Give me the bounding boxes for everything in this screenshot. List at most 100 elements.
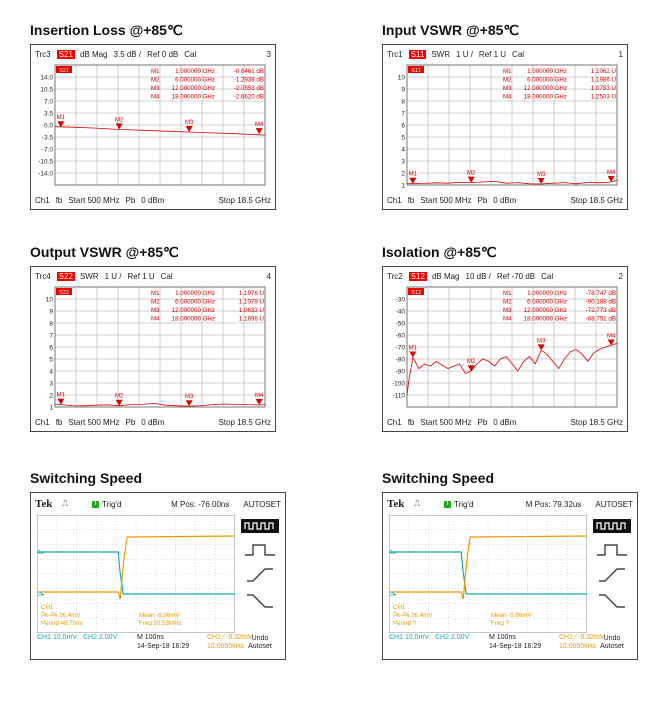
single-pulse-icon	[245, 544, 275, 556]
footer-stop: Stop 18.5 GHz	[570, 418, 623, 427]
marker-triangle	[57, 121, 65, 128]
y-tick-label: -7.0	[42, 147, 54, 154]
marker-readout-value: 1.2503 U	[591, 94, 616, 101]
trace-line	[54, 126, 266, 136]
marker-readout-freq: 12.000000 GHz	[172, 307, 215, 314]
status-date: 14-Sep-18 16:29	[489, 643, 542, 650]
y-tick-label: 14.0	[40, 75, 53, 82]
y-tick-label: -14.0	[38, 171, 53, 178]
marker-triangle	[57, 398, 65, 405]
marker-triangle	[115, 399, 123, 406]
m-pos: M Pos: -76.00ns	[171, 499, 230, 509]
marker-readout-name: M2	[503, 299, 512, 306]
y-tick-label: 9	[49, 309, 53, 316]
multi-pulse-wave	[244, 522, 274, 530]
m-pos: M Pos: 79.32us	[525, 499, 582, 509]
format-label: SWR	[79, 271, 99, 281]
trigger-icon: T	[91, 500, 99, 508]
status-trig-level: CH1 ∕ -6.32mV	[207, 634, 253, 641]
status-timebase: M 100ns	[489, 634, 516, 641]
pulse-icon: ⎍	[62, 499, 68, 508]
y-tick-label: 1	[49, 405, 53, 412]
y-tick-label: 3.5	[44, 111, 53, 118]
marker-readout-freq: 1.000000 GHz	[527, 290, 567, 297]
vna-chart: 14.0 10.5 7.0 3.5 0.0 -3.5 -7.0 -10.5 -14.0 M1 M1 1…	[38, 64, 266, 186]
ch2-trace	[389, 551, 587, 595]
channel-number: 1	[618, 49, 623, 59]
y-tick-label: 10	[398, 75, 406, 82]
pulse-icon: ⎍	[414, 499, 420, 508]
footer-dbm: 0 dBm	[493, 196, 517, 205]
marker-readout-freq: 12.000000 GHz	[524, 307, 567, 314]
y-tick-label: 6	[401, 123, 405, 130]
y-tick-label: 6	[49, 345, 53, 352]
marker-triangle	[255, 128, 263, 135]
scope-top-bar: Tek ⎍ T Trig'd M Pos: 79.32us AUTOSET	[387, 497, 633, 511]
input-vswr-panel: Trc1 S11 SWR 1 U / Ref 1 U Cal 1 Ch1 fb Start 500…	[382, 44, 628, 210]
ch1-trace	[389, 535, 587, 600]
param-chip: S22	[56, 271, 75, 281]
rising-edge-icon	[247, 568, 273, 582]
marker-readout-freq: 6.000000 GHz	[527, 77, 567, 84]
scope-top-bar: Tek ⎍ T Trig'd M Pos: -76.00ns AUTOSET	[35, 497, 281, 511]
marker-triangle	[607, 175, 615, 182]
vna-footer: Ch1 fb Start 500 MHz Pb 0 dBm Stop 18.5 GHz	[35, 417, 271, 428]
marker-triangle	[467, 365, 475, 372]
undo-label: Undo	[603, 635, 621, 642]
marker-triangle	[185, 126, 193, 133]
vna-footer: Ch1 fb Start 500 MHz Pb 0 dBm Stop 18.5 GHz	[35, 195, 271, 206]
status-ch1-scale: CH1 10.0mV	[37, 634, 78, 641]
footer-left: Ch1 fb Start 500 MHz Pb 0 dBm	[35, 418, 170, 427]
brand-logo: Tek	[35, 498, 53, 510]
marker-label: M3	[537, 338, 546, 344]
channel-number: 4	[266, 271, 271, 281]
marker-triangle	[115, 123, 123, 130]
undo-autoset-button[interactable]: Undo Autoset	[591, 635, 633, 651]
marker-readout-name: M4	[503, 316, 512, 323]
marker-readout-value: -2.0553 dB	[234, 85, 264, 92]
scale-label: 3.5 dB /	[113, 49, 142, 59]
trace-chip-label: S12	[411, 290, 421, 296]
y-tick-label: 8	[49, 321, 53, 328]
footer-pb: Pb	[477, 196, 488, 205]
marker-label: M1	[57, 393, 66, 399]
marker-readout-value: -0.6461 dB	[234, 68, 264, 75]
trigger-status: T Trig'd	[443, 500, 473, 509]
marker-triangle	[607, 339, 615, 346]
ref-label: Ref 1 U	[127, 271, 155, 281]
channel-number: 2	[618, 271, 623, 281]
y-tick-label: 3	[401, 159, 405, 166]
marker-readout-name: M2	[151, 299, 160, 306]
marker-triangle	[185, 400, 193, 407]
marker-readout-name: M4	[503, 94, 512, 101]
vna-header: Trc1 S11 SWR 1 U / Ref 1 U Cal 1	[387, 48, 623, 60]
trace-chip	[408, 288, 424, 295]
ch1-marker: 1▸	[38, 550, 44, 556]
footer-start: Start 500 MHz	[68, 196, 120, 205]
footer-fb: fb	[55, 196, 63, 205]
marker-readout-name: M3	[151, 307, 160, 314]
status-date: 14-Sep-18 16:29	[137, 643, 190, 650]
switching-speed-title-2: Switching Speed	[382, 470, 495, 486]
ch2-marker: 2▸	[390, 592, 396, 598]
trace-line	[406, 179, 618, 185]
marker-label: M2	[115, 394, 124, 400]
param-chip: S21	[56, 49, 75, 59]
undo-autoset-button[interactable]: Undo Autoset	[239, 635, 281, 651]
trigger-icon: T	[443, 500, 451, 508]
ref-label: Ref 1 U	[478, 49, 507, 59]
marker-triangle	[255, 398, 263, 405]
measurement-pk-pk: Pk-Pk 26.4mV	[393, 612, 433, 619]
y-tick-label: -10.5	[38, 159, 53, 166]
marker-readout-name: M2	[503, 77, 512, 84]
marker-readout-value: 1.1079 U	[239, 299, 264, 306]
param-chip: S11	[408, 49, 427, 59]
measurement-freq: Freq 20.53MHz	[139, 620, 182, 627]
footer-fb: fb	[55, 418, 63, 427]
insertion-loss-panel: Trc3 S21 dB Mag 3.5 dB / Ref 0 dB Cal 3 Ch1 fb St…	[30, 44, 276, 210]
vna-chart: -30 -40 -50 -60 -70 -80 -90 -100 -110 M1 M1 1.00000…	[392, 286, 618, 408]
trace-label: Trc3	[35, 49, 51, 59]
marker-readout-freq: 6.000000 GHz	[175, 299, 215, 306]
marker-readout-freq: 12.000000 GHz	[172, 85, 215, 92]
marker-readout-freq: 1.000000 GHz	[527, 68, 567, 75]
